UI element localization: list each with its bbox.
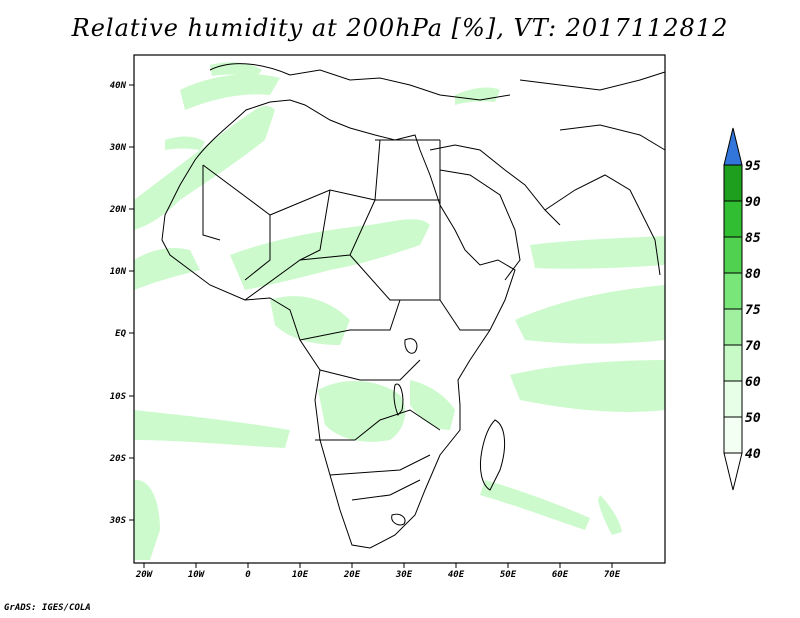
- colorbar-label: 40: [745, 447, 761, 462]
- lat-tick-30S: 30S: [109, 516, 134, 526]
- lat-tick-10S: 10S: [110, 392, 134, 402]
- lon-tick-60E: 60E: [552, 563, 569, 580]
- lat-label: EQ: [115, 329, 126, 339]
- lon-tick-50E: 50E: [500, 563, 517, 580]
- lon-tick-20W: 20W: [135, 563, 154, 580]
- lon-label: 50E: [500, 570, 517, 580]
- colorbar-bottom-arrow: [723, 452, 743, 491]
- latitude-axis: 40N 30N 20N 10N EQ 10S 20S 30S: [109, 81, 134, 526]
- lon-tick-40E: 40E: [448, 563, 465, 580]
- colorbar-swatch-75-80: [723, 272, 743, 310]
- lat-tick-EQ: EQ: [115, 329, 134, 339]
- lat-tick-40N: 40N: [110, 81, 134, 91]
- colorbar: [723, 127, 743, 491]
- lon-tick-0: 0: [245, 563, 251, 580]
- lat-tick-10N: 10N: [110, 267, 134, 277]
- colorbar-label: 50: [745, 411, 761, 426]
- colorbar-swatch-50-60: [723, 380, 743, 418]
- colorbar-swatch-60-70: [723, 344, 743, 382]
- lat-tick-20S: 20S: [109, 454, 134, 464]
- colorbar-label: 60: [745, 375, 761, 390]
- lon-tick-30E: 30E: [395, 563, 413, 580]
- colorbar-label: 85: [745, 231, 761, 246]
- lat-tick-30N: 30N: [109, 143, 134, 153]
- lat-label: 10N: [110, 267, 127, 277]
- lat-label: 10S: [110, 392, 127, 402]
- lat-label: 20N: [109, 205, 127, 215]
- colorbar-labels: 40 50 60 70 75 80 85 90 95: [745, 159, 761, 462]
- lon-tick-10E: 10E: [292, 563, 309, 580]
- longitude-axis: 20W 10W 0 10E 20E 30E 40E 50E 60E 70E: [135, 563, 621, 580]
- colorbar-label: 90: [745, 195, 761, 210]
- lon-tick-20E: 20E: [343, 563, 361, 580]
- lon-label: 20W: [135, 570, 154, 580]
- lon-label: 30E: [395, 570, 413, 580]
- colorbar-swatch-85-90: [723, 200, 743, 238]
- lat-label: 20S: [109, 454, 127, 464]
- lat-label: 30N: [109, 143, 127, 153]
- lon-label: 60E: [552, 570, 569, 580]
- lat-label: 30S: [109, 516, 127, 526]
- colorbar-swatch-80-85: [723, 236, 743, 274]
- lon-tick-70E: 70E: [604, 563, 621, 580]
- map-frame: [133, 54, 666, 564]
- map-title: Relative humidity at 200hPa [%], VT: 201…: [71, 14, 729, 42]
- lon-label: 70E: [604, 570, 621, 580]
- colorbar-swatch-40-50: [723, 416, 743, 454]
- lon-label: 40E: [448, 570, 465, 580]
- colorbar-label: 75: [745, 303, 761, 318]
- grads-credit: GrADS: IGES/COLA: [4, 603, 91, 613]
- lon-label: 20E: [343, 570, 361, 580]
- colorbar-label: 80: [745, 267, 761, 282]
- lon-tick-10W: 10W: [188, 563, 206, 580]
- lon-label: 0: [245, 570, 251, 580]
- lat-label: 40N: [110, 81, 127, 91]
- humidity-shading: [134, 62, 665, 560]
- colorbar-swatch-70-75: [723, 308, 743, 346]
- coastlines: [161, 63, 666, 549]
- colorbar-swatch-90-95: [723, 164, 743, 202]
- lon-label: 10E: [292, 570, 309, 580]
- colorbar-label: 95: [745, 159, 761, 174]
- colorbar-label: 70: [745, 339, 761, 354]
- lat-tick-20N: 20N: [109, 205, 134, 215]
- colorbar-top-arrow: [723, 127, 743, 166]
- lon-label: 10W: [188, 570, 206, 580]
